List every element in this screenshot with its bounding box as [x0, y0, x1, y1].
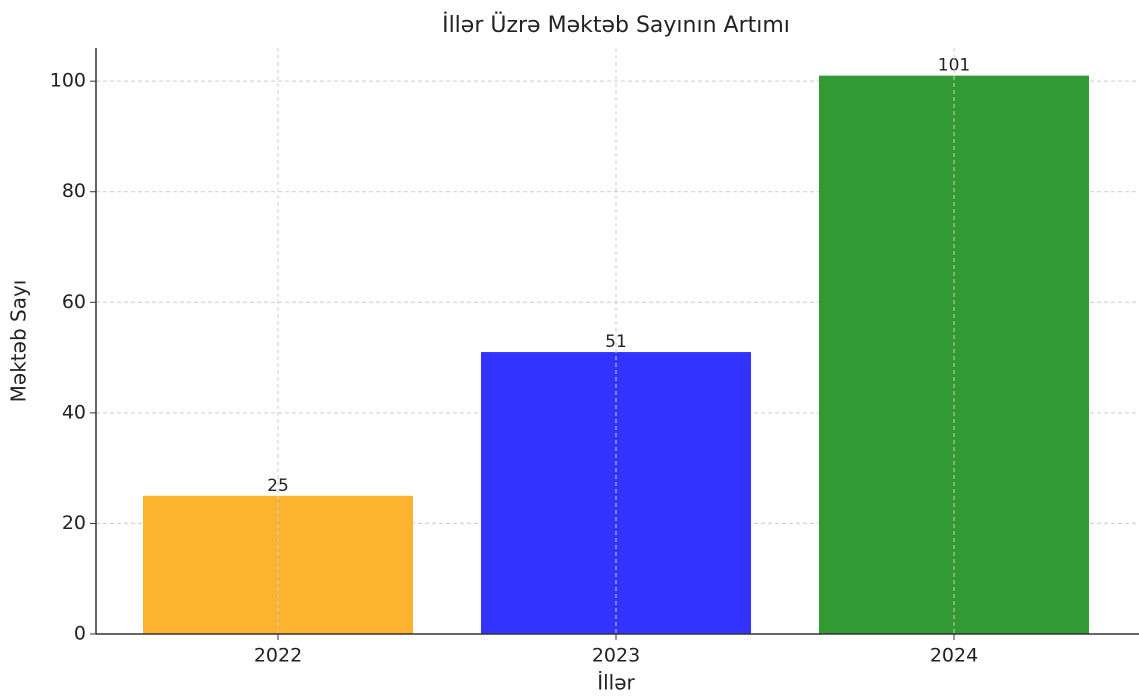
y-tick-label: 60	[62, 291, 86, 313]
y-tick-label: 0	[74, 623, 86, 645]
bar	[143, 495, 413, 634]
y-tick-label: 40	[62, 401, 86, 423]
y-tick-label: 100	[50, 70, 86, 92]
y-axis-label: Məktəb Sayı	[7, 280, 31, 403]
x-tick-label: 2022	[254, 645, 302, 667]
chart-title: İllər Üzrə Məktəb Sayının Artımı	[442, 12, 790, 38]
y-tick-label: 20	[62, 512, 86, 534]
x-axis-label: İllər	[597, 671, 635, 695]
x-tick-label: 2024	[930, 645, 978, 667]
bar	[819, 75, 1089, 635]
x-tick-label: 2023	[592, 645, 640, 667]
y-tick-label: 80	[62, 180, 86, 202]
